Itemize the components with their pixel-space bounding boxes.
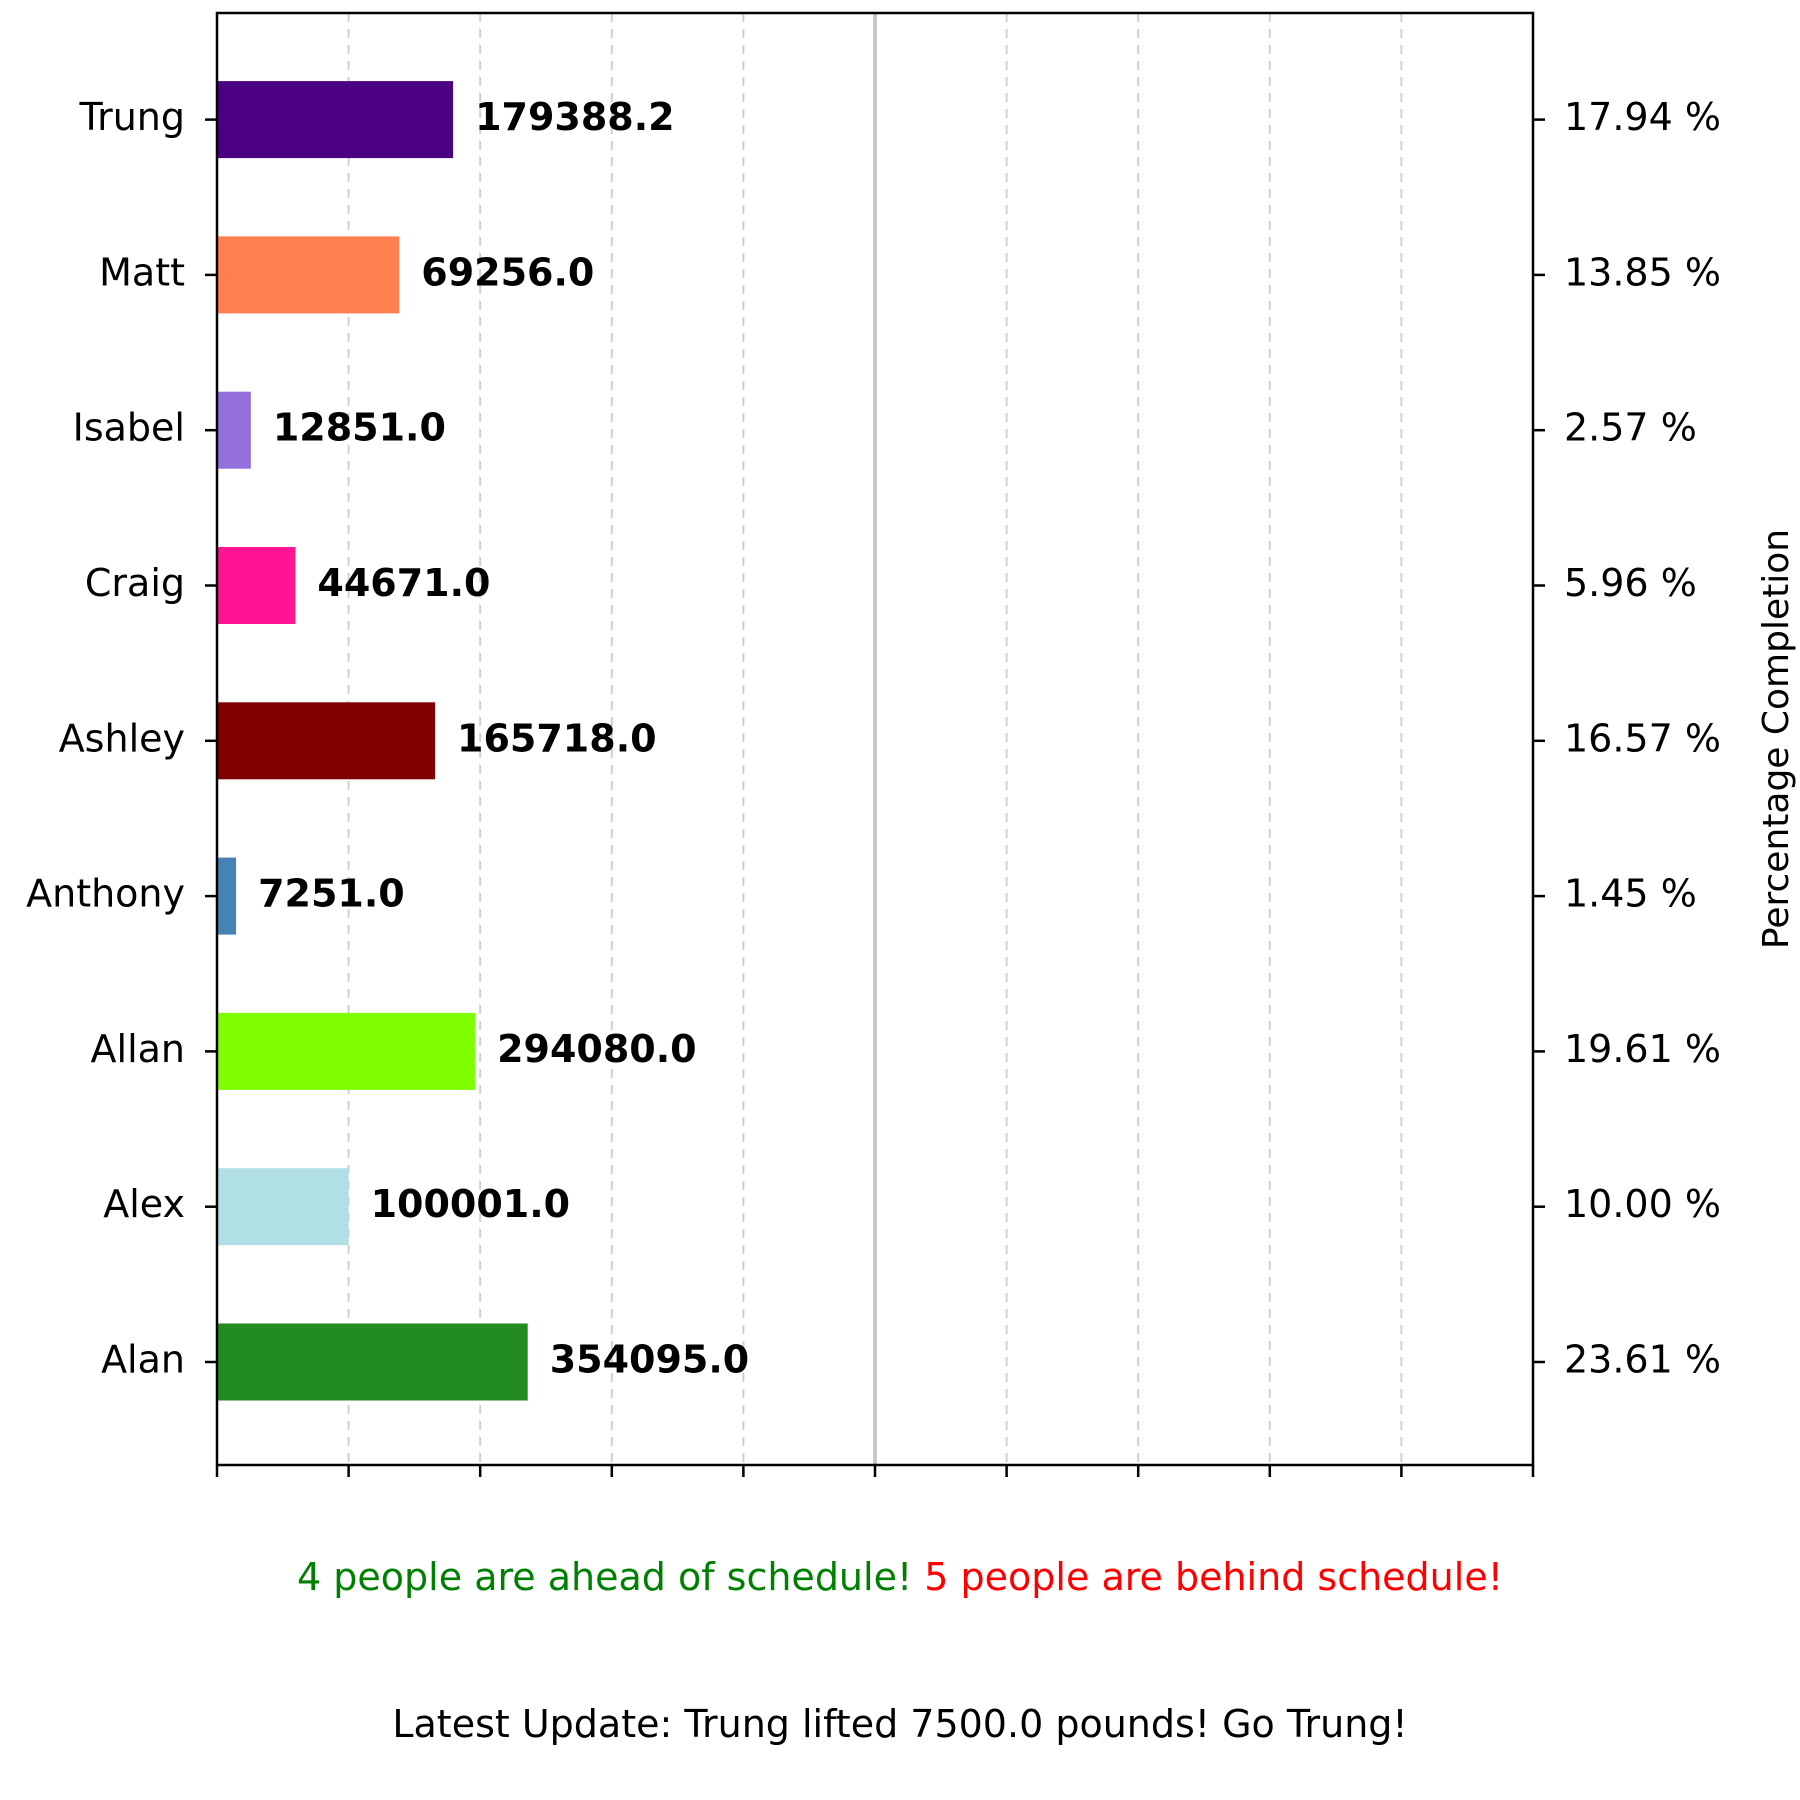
bar-value-label: 354095.0 — [550, 1338, 750, 1382]
latest-update-text: Latest Update: Trung lifted 7500.0 pound… — [392, 1702, 1408, 1746]
bar — [217, 391, 251, 469]
percent-tick-label: 5.96 % — [1564, 561, 1697, 605]
grid-lines — [347, 13, 1403, 1465]
category-tick-label: Allan — [91, 1027, 185, 1071]
bar — [217, 236, 400, 314]
bar-value-label: 44671.0 — [317, 561, 490, 605]
bar — [217, 1168, 349, 1246]
category-tick-label: Trung — [78, 95, 185, 139]
percent-tick-label: 13.85 % — [1564, 250, 1721, 294]
bar — [217, 81, 454, 159]
percent-tick-label: 17.94 % — [1564, 95, 1721, 139]
bar — [217, 1323, 528, 1401]
percent-tick-label: 19.61 % — [1564, 1027, 1721, 1071]
bar-value-label: 12851.0 — [273, 406, 446, 450]
axis-labels: 354095.0 Alan 23.61 % 100001.0 Alex 10.00 % 29… — [26, 95, 1721, 1381]
bar-value-label: 165718.0 — [457, 716, 657, 760]
percent-tick-label: 2.57 % — [1564, 406, 1697, 450]
behind-schedule-text: 5 people are behind schedule! — [924, 1555, 1503, 1599]
category-tick-label: Ashley — [59, 716, 185, 760]
percent-tick-label: 10.00 % — [1564, 1182, 1721, 1226]
bar — [217, 547, 296, 624]
bar-value-label: 100001.0 — [371, 1182, 571, 1226]
right-axis-label: Percentage Completion — [1756, 529, 1797, 949]
bar-value-label: 69256.0 — [421, 250, 594, 294]
bar — [217, 857, 237, 935]
percent-tick-label: 16.57 % — [1564, 716, 1721, 760]
category-tick-label: Matt — [99, 250, 185, 294]
category-tick-label: Alan — [101, 1338, 185, 1382]
schedule-status: 4 people are ahead of schedule! 5 people… — [0, 1555, 1800, 1599]
category-tick-label: Craig — [85, 561, 185, 605]
axis-ticks — [205, 118, 1545, 1477]
bar-value-label: 294080.0 — [497, 1027, 697, 1071]
category-tick-label: Isabel — [73, 406, 185, 450]
ahead-of-schedule-text: 4 people are ahead of schedule! — [297, 1555, 913, 1599]
percent-tick-label: 1.45 % — [1564, 872, 1697, 916]
bar-value-label: 7251.0 — [258, 872, 405, 916]
bar — [217, 1012, 476, 1090]
category-tick-label: Anthony — [26, 872, 185, 916]
category-tick-label: Alex — [103, 1182, 185, 1226]
bar-value-label: 179388.2 — [475, 95, 675, 139]
bar — [217, 702, 436, 780]
bars — [217, 81, 528, 1401]
percent-tick-label: 23.61 % — [1564, 1338, 1721, 1382]
